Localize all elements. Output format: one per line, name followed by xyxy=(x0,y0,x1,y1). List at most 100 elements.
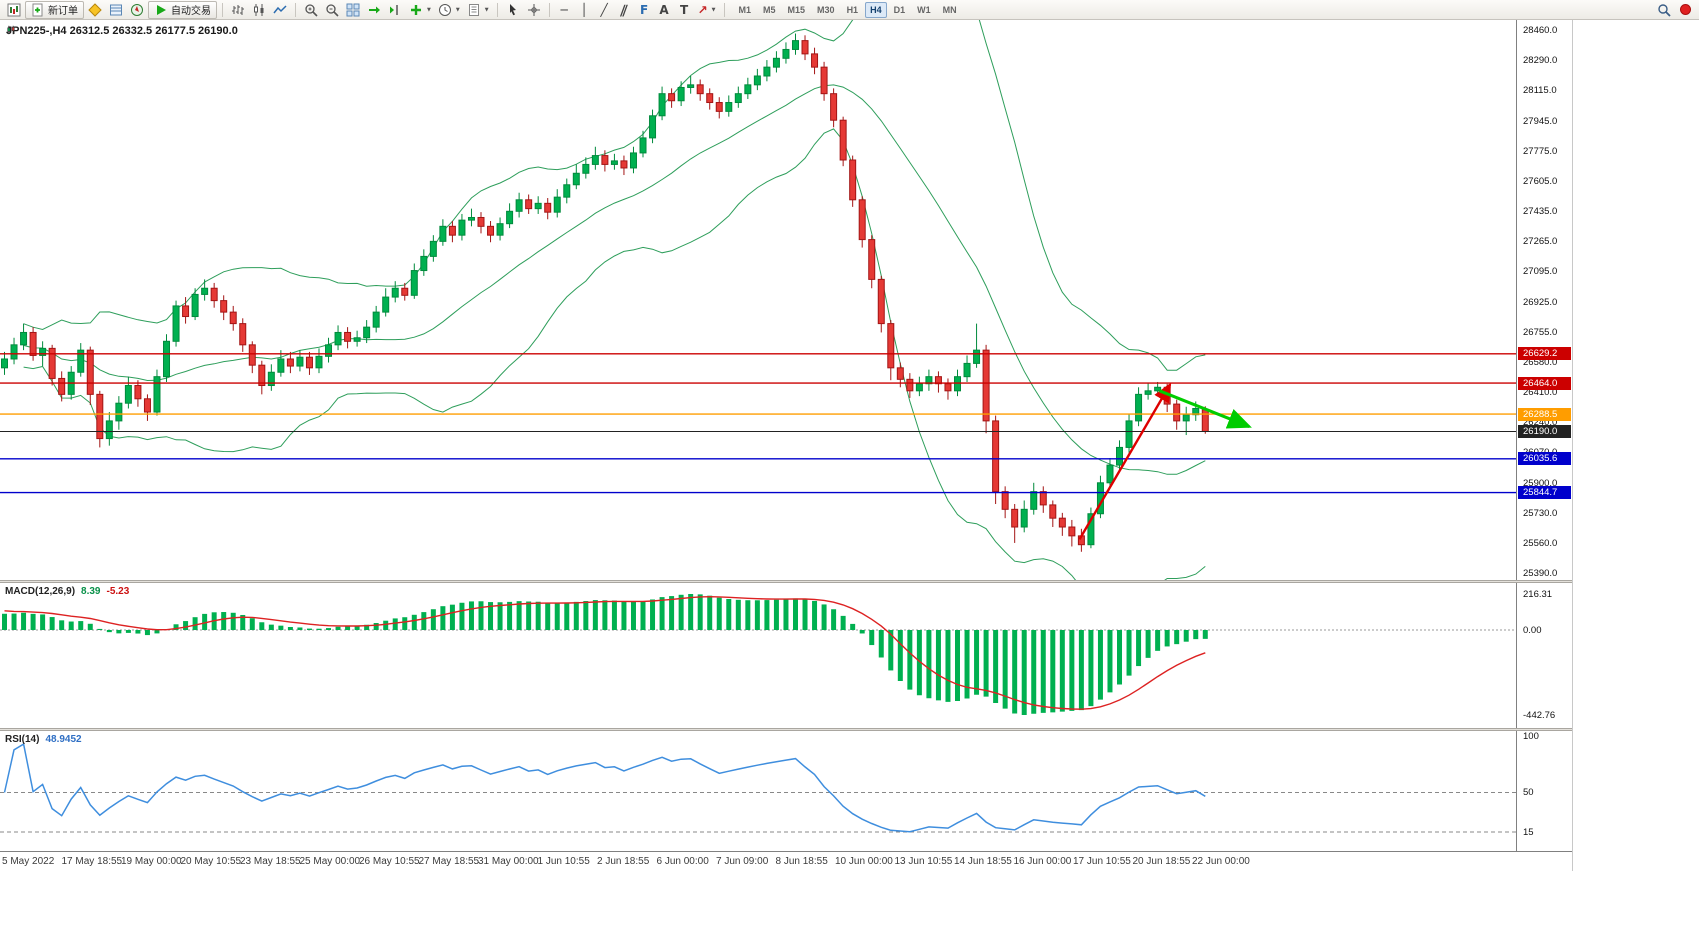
timeframe-button-mn[interactable]: MN xyxy=(942,4,957,15)
candle xyxy=(525,194,533,214)
timeframe-button-m5[interactable]: M5 xyxy=(763,4,776,15)
candle xyxy=(10,337,18,365)
candle xyxy=(1,351,8,375)
chart-window-button[interactable] xyxy=(4,1,24,19)
panel-splitter[interactable] xyxy=(0,728,1572,731)
candle xyxy=(315,348,323,374)
bar-chart-type-button[interactable] xyxy=(228,1,248,19)
chevron-down-icon: ▼ xyxy=(427,6,431,13)
fibonacci-icon: F xyxy=(639,2,649,17)
chart-shift-button[interactable] xyxy=(385,1,405,19)
candle xyxy=(448,221,456,243)
auto-trading-button[interactable]: 自动交易 xyxy=(148,0,217,19)
candle xyxy=(1116,440,1124,471)
timeframe-button-m1[interactable]: M1 xyxy=(738,4,752,15)
candle xyxy=(487,221,495,243)
candle xyxy=(48,344,56,386)
panel-splitter[interactable] xyxy=(0,580,1572,583)
price-tick-label: 26755.0 xyxy=(1523,326,1558,338)
candle xyxy=(1058,512,1066,536)
candle xyxy=(772,51,780,73)
trendline-icon: ╱ xyxy=(600,2,608,17)
toolbar: 新订单 自动交易 ▼ ▼ xyxy=(0,0,1699,20)
candle xyxy=(791,33,799,55)
main-chart-pane[interactable]: JPN225-,H4 26312.5 26332.5 26177.5 26190… xyxy=(0,20,1572,580)
channel-tool-button[interactable]: ∥ xyxy=(615,1,634,19)
candle xyxy=(715,97,723,119)
vertical-line-tool-button[interactable]: │ xyxy=(575,1,594,19)
chart-symbol-icon xyxy=(7,25,15,35)
time-axis[interactable]: 5 May 2022 17 May 18:55 19 May 00:00 20 May… xyxy=(0,851,1572,871)
zoom-out-icon xyxy=(326,3,339,17)
rsi-scale[interactable]: 100 50 15 xyxy=(1516,731,1572,851)
trendline-tool-button[interactable]: ╱ xyxy=(595,1,614,19)
rsi-scale-label: 100 xyxy=(1523,731,1539,742)
cursor-button[interactable] xyxy=(503,1,523,19)
fibonacci-tool-button[interactable]: F xyxy=(635,1,654,19)
rsi-pane[interactable]: RSI(14) 48.9452 100 50 15 xyxy=(0,731,1572,851)
candle xyxy=(629,146,637,174)
candle xyxy=(534,196,542,214)
label-icon: T xyxy=(679,2,689,17)
candle xyxy=(210,282,218,308)
new-order-button[interactable]: 新订单 xyxy=(25,0,84,19)
candle xyxy=(372,305,380,333)
line-chart-type-button[interactable] xyxy=(270,1,290,19)
timeframe-button-w1[interactable]: W1 xyxy=(917,4,931,15)
candle xyxy=(763,60,771,82)
label-tool-button[interactable]: T xyxy=(675,1,694,19)
price-level-badge: 26629.2 xyxy=(1518,347,1571,361)
symbol-ohlc-text: JPN225-,H4 26312.5 26332.5 26177.5 26190… xyxy=(6,25,238,37)
zoom-in-button[interactable] xyxy=(301,1,321,19)
zoom-out-button[interactable] xyxy=(322,1,342,19)
trend-arrow-up[interactable] xyxy=(1078,382,1172,541)
horizontal-line-tool-button[interactable]: ─ xyxy=(555,1,574,19)
timeframe-button-m30[interactable]: M30 xyxy=(817,4,835,15)
macd-pane[interactable]: MACD(12,26,9) 8.39 -5.23 216.31 0.00 -442.… xyxy=(0,583,1572,728)
navigator-button[interactable] xyxy=(127,1,147,19)
channel-icon: ∥ xyxy=(618,2,630,17)
candle xyxy=(401,282,409,301)
candle xyxy=(544,198,552,220)
price-level-lines xyxy=(0,353,1516,494)
price-tick-label: 26580.0 xyxy=(1523,356,1558,368)
candle xyxy=(344,327,352,349)
timeframe-button-h4[interactable]: H4 xyxy=(865,1,887,18)
price-tick-label: 28115.0 xyxy=(1523,85,1557,97)
text-icon: A xyxy=(659,2,669,17)
macd-scale[interactable]: 216.31 0.00 -442.76 xyxy=(1516,583,1572,728)
time-axis-label: 19 May 00:00 xyxy=(121,856,182,867)
time-axis-label: 8 Jun 18:55 xyxy=(775,856,828,867)
search-button[interactable] xyxy=(1654,1,1674,19)
chart-right-edge xyxy=(1572,20,1573,871)
market-watch-button[interactable] xyxy=(85,1,105,19)
candle xyxy=(248,341,256,374)
notification-badge[interactable] xyxy=(1680,4,1691,15)
indicators-button[interactable]: ▼ xyxy=(406,1,434,19)
timeframe-button-d1[interactable]: D1 xyxy=(893,4,906,15)
timeframe-button-h1[interactable]: H1 xyxy=(846,4,859,15)
projection-arrow-down[interactable] xyxy=(1158,389,1252,429)
price-chart-canvas[interactable] xyxy=(0,20,1516,580)
auto-scroll-button[interactable] xyxy=(364,1,384,19)
candlestick-type-button[interactable] xyxy=(249,1,269,19)
time-axis-label: 27 May 18:55 xyxy=(418,856,480,867)
periods-button[interactable]: ▼ xyxy=(435,1,463,19)
crosshair-button[interactable] xyxy=(524,1,544,19)
candle xyxy=(887,320,895,381)
price-level-badge: 26464.0 xyxy=(1518,376,1571,390)
rsi-scale-label: 15 xyxy=(1523,827,1534,838)
candle xyxy=(420,249,428,276)
rsi-value: 48.9452 xyxy=(45,734,82,745)
templates-button[interactable]: ▼ xyxy=(464,1,492,19)
shapes-tool-button[interactable]: ↗ ▼ xyxy=(695,1,719,19)
candle xyxy=(801,35,809,61)
timeframe-button-m15[interactable]: M15 xyxy=(787,4,806,15)
price-scale[interactable]: 28460.0 28290.0 28115.0 27945.0 27775.0 27605… xyxy=(1516,20,1572,580)
chevron-down-icon: ▼ xyxy=(455,6,460,13)
text-tool-button[interactable]: A xyxy=(655,1,674,19)
data-window-button[interactable] xyxy=(106,1,126,19)
tile-windows-button[interactable] xyxy=(343,1,363,19)
candle xyxy=(1135,387,1143,427)
price-tick-label: 27945.0 xyxy=(1523,115,1558,127)
